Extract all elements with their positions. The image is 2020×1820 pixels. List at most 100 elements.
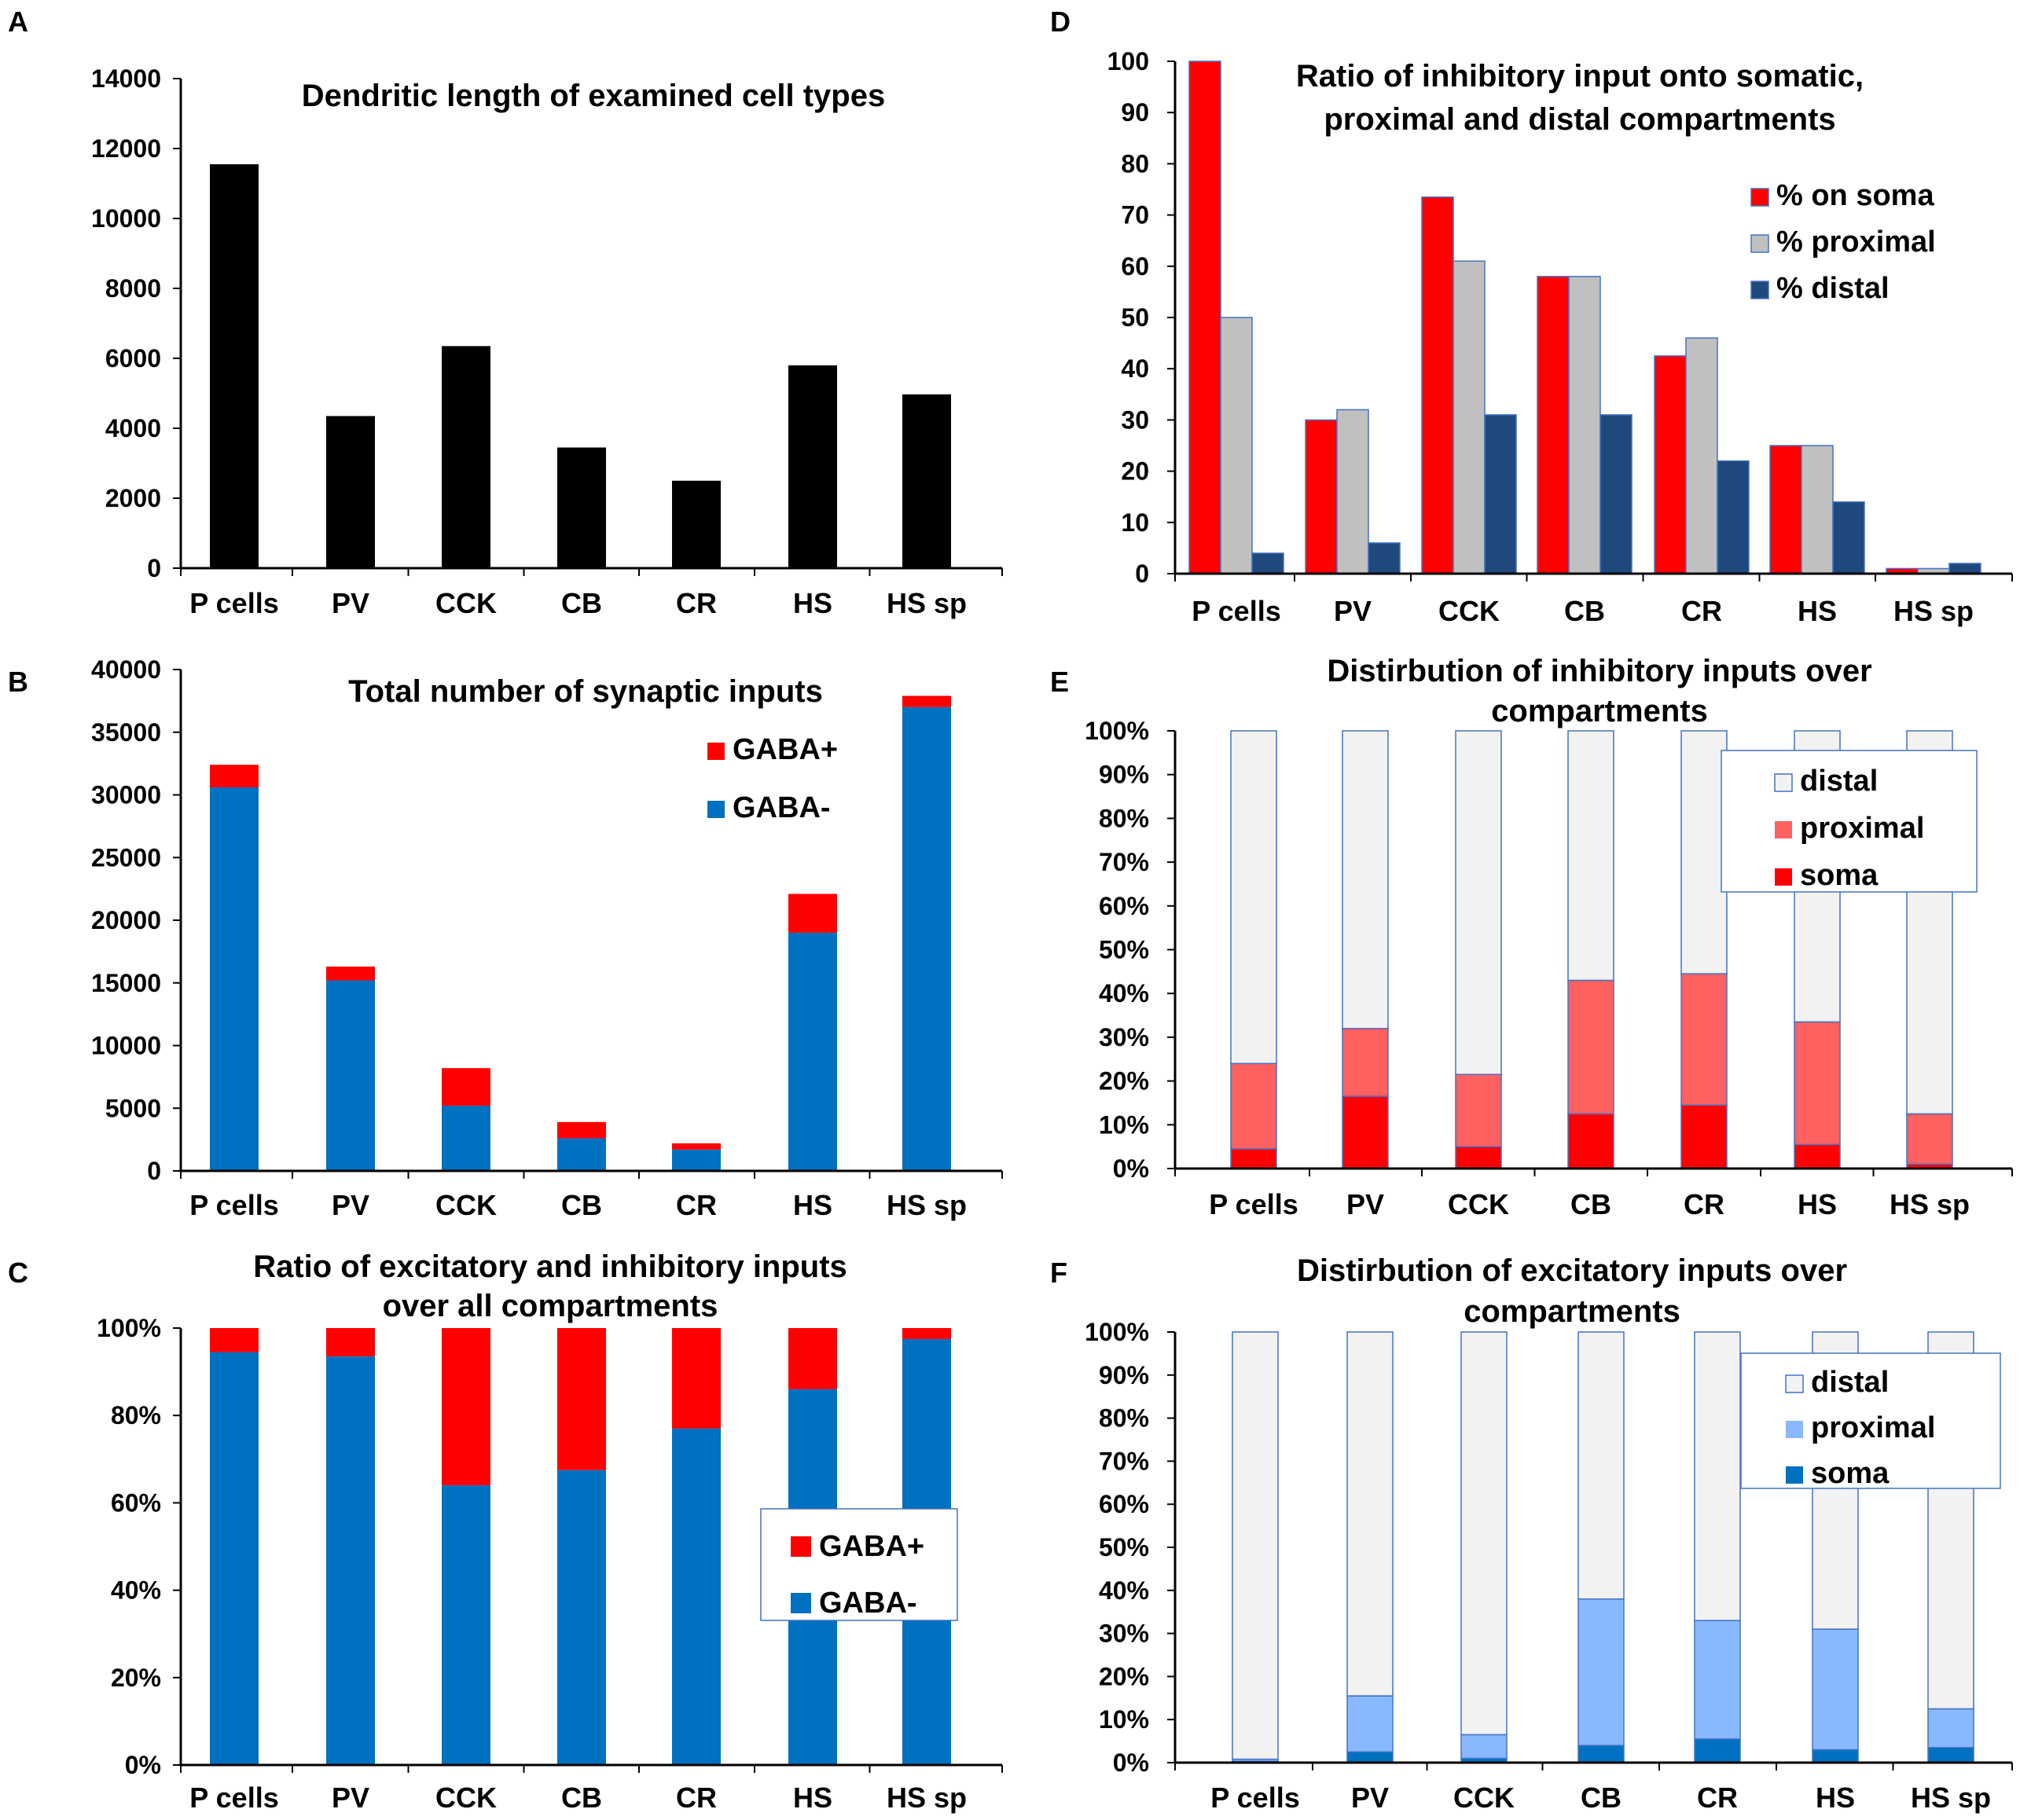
bar-segment-proximal-cck [1455, 1073, 1502, 1147]
x-tick-label: CR [676, 587, 717, 619]
bar-segment-gaba-p-cells [210, 1328, 259, 1352]
y-tick-label: 80% [1099, 1404, 1149, 1433]
bars-a [210, 164, 951, 568]
bar-segment-proximal-hs [1794, 1021, 1841, 1146]
bar-segment-gaba-hs-sp [902, 695, 951, 707]
y-tick-label: 2000 [105, 484, 161, 512]
bar-segment-gaba-hs [788, 1328, 837, 1389]
x-tick-label: PV [332, 1189, 369, 1221]
bar-hs-sp [902, 394, 951, 568]
x-tick-label: HS [793, 1189, 832, 1221]
y-tick-label: 20 [1121, 457, 1149, 486]
bar-segment-proximal-hs-sp [1906, 1113, 1953, 1165]
panel-letter-b: B [8, 666, 28, 698]
x-tick-label: CCK [1453, 1781, 1515, 1814]
bar-pct-proximal-cr [1685, 337, 1718, 574]
chart-title-c-line-2: over all compartments [383, 1289, 718, 1323]
x-tick-label: PV [332, 587, 369, 619]
bar-segment-gaba-cr [672, 1143, 721, 1150]
panel-letter-f: F [1050, 1257, 1067, 1289]
legend-label-gaba: GABA- [819, 1587, 917, 1620]
x-tick-label: PV [1346, 1188, 1384, 1220]
y-tick-label: 90 [1121, 98, 1149, 127]
bar-pct-proximal-hs [1801, 445, 1834, 574]
x-tick-label: P cells [189, 1189, 278, 1221]
bar-segment-gaba-cck [442, 1106, 490, 1171]
y-tick-label: 100 [1107, 47, 1149, 75]
x-tick-label: CB [1581, 1781, 1622, 1814]
bar-p-cells [210, 164, 259, 568]
y-tick-label: 80% [1099, 804, 1149, 832]
chart-panel-d: D Ratio of inhibitory input onto somatic,… [1050, 6, 2013, 627]
legend-swatch-soma [1786, 1466, 1803, 1484]
y-tick-label: 12000 [91, 134, 161, 163]
legend-swatch-pct-on-soma [1750, 188, 1769, 207]
x-tick-label: CB [561, 1189, 602, 1221]
legend-swatch-gaba [707, 743, 725, 760]
legend-swatch-gaba [791, 1536, 811, 1557]
y-tick-label: 0% [1113, 1154, 1149, 1183]
bar-segment-gaba-p-cells [210, 787, 259, 1171]
legend-label-pct-distal: % distal [1776, 272, 1890, 305]
y-tick-label: 35000 [91, 718, 161, 747]
x-tick-label: CB [561, 1781, 602, 1814]
bar-segment-proximal-hs [1812, 1628, 1859, 1751]
bar-segment-gaba-hs [788, 932, 837, 1171]
bar-segment-distal-cr [1680, 730, 1728, 974]
bar-pct-distal-hs [1832, 501, 1865, 574]
x-tick-label: HS [1798, 595, 1837, 627]
legend-label-gaba: GABA+ [733, 733, 838, 766]
y-tick-label: 30000 [91, 781, 161, 809]
bar-segment-gaba-cb [557, 1470, 606, 1765]
chart-title-b: Total number of synaptic inputs [348, 674, 823, 709]
y-tick-label: 30% [1099, 1023, 1149, 1051]
y-tick-label: 25000 [91, 843, 161, 871]
y-tick-label: 15000 [91, 969, 161, 997]
legend-label-proximal: proximal [1811, 1411, 1935, 1444]
x-tick-label: CB [561, 587, 602, 619]
x-tick-label: CR [1681, 595, 1722, 627]
bar-segment-gaba-pv [326, 1356, 375, 1765]
y-tick-label: 50 [1121, 303, 1149, 332]
bar-pct-distal-pv [1368, 542, 1401, 574]
bar-segment-distal-pv [1342, 730, 1389, 1029]
bar-segment-gaba-hs [788, 893, 837, 933]
x-tick-label: P cells [189, 587, 278, 619]
y-tick-label: 0% [125, 1751, 161, 1779]
legend-label-soma: soma [1811, 1457, 1890, 1490]
y-tick-label: 30 [1121, 405, 1149, 434]
y-tick-label: 40% [1099, 1576, 1149, 1605]
bar-segment-gaba-cb [557, 1138, 606, 1171]
panel-letter-c: C [8, 1257, 28, 1289]
legend-swatch-soma [1775, 868, 1792, 886]
legend-label-soma: soma [1800, 859, 1879, 892]
x-tick-label: CR [1684, 1188, 1724, 1220]
bar-segment-distal-p-cells [1232, 1331, 1279, 1760]
bar-segment-soma-cck [1455, 1146, 1502, 1169]
y-tick-label: 70 [1121, 201, 1149, 229]
y-tick-label: 10% [1099, 1110, 1149, 1139]
bar-pct-on-soma-cr [1654, 355, 1687, 574]
bar-segment-distal-cb [1577, 1331, 1625, 1600]
x-tick-label: CCK [1438, 595, 1500, 627]
bar-segment-distal-cck [1455, 730, 1502, 1075]
bar-segment-gaba-cck [442, 1068, 490, 1106]
chart-title-e-line-2: compartments [1491, 694, 1708, 728]
chart-title-f-line-2: compartments [1464, 1294, 1680, 1329]
bar-segment-soma-hs [1794, 1143, 1841, 1169]
bar-segment-soma-pv [1342, 1095, 1389, 1169]
legend-swatch-distal [1774, 773, 1793, 792]
bar-pct-distal-hs-sp [1948, 563, 1981, 574]
x-tick-label: CB [1564, 595, 1605, 627]
legend-label-distal: distal [1800, 765, 1878, 798]
legend-f: distal proximal soma [1740, 1352, 2001, 1490]
legend-box [1721, 750, 1978, 893]
y-tick-label: 20% [1099, 1067, 1149, 1095]
x-tick-label: HS sp [1911, 1781, 1991, 1814]
bar-segment-gaba-cb [557, 1328, 606, 1470]
legend-swatch-gaba [707, 801, 725, 818]
x-tick-label: CCK [435, 1189, 497, 1221]
y-tick-label: 30% [1099, 1620, 1149, 1648]
x-tick-label: CR [676, 1781, 717, 1814]
